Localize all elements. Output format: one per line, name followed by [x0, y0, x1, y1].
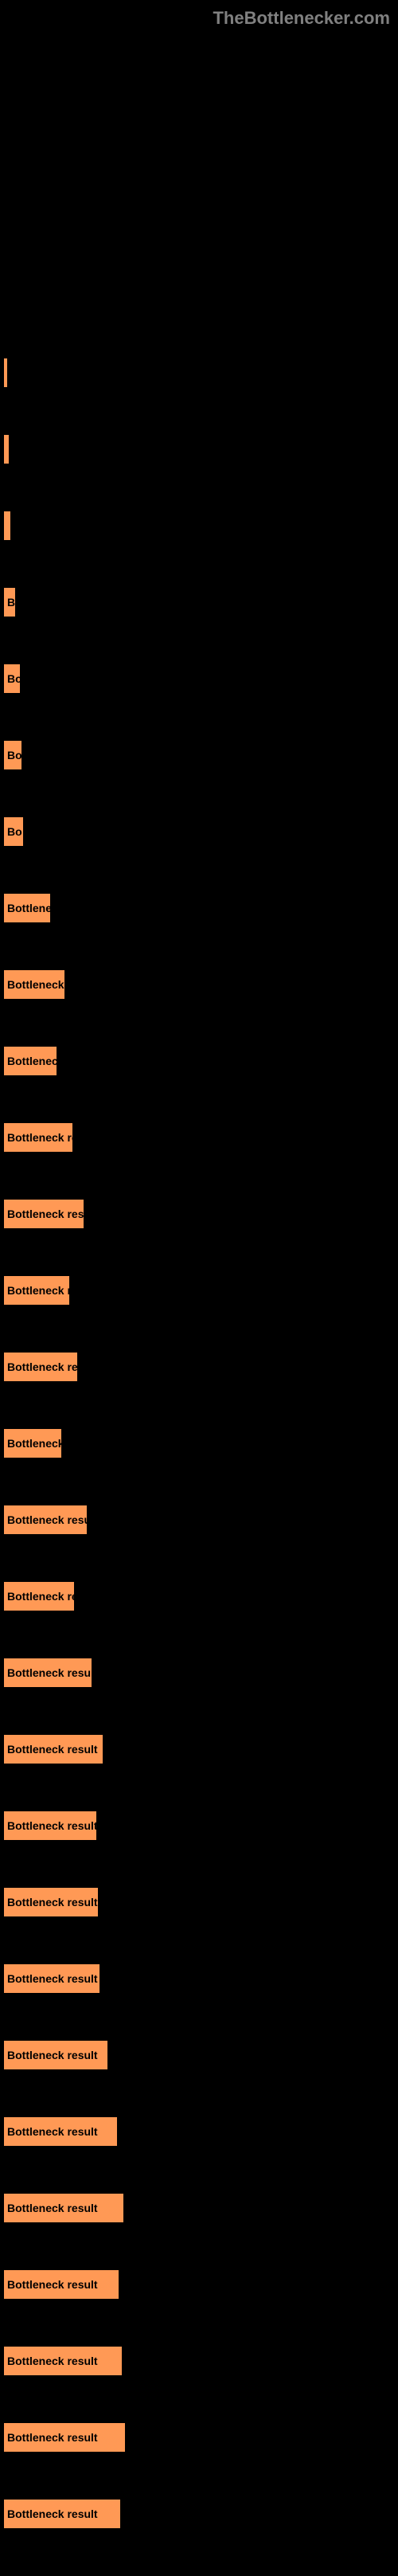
bar: Bottleneck result	[4, 1505, 87, 1534]
bar-row: Bottleneck result	[4, 1505, 398, 1534]
bar-label: Bottleneck re	[7, 1284, 69, 1297]
bar-label: Bottleneck	[7, 1437, 61, 1450]
bar: Bo	[4, 817, 23, 846]
bar-row: Bottleneck result	[4, 1735, 398, 1764]
bar: Bo	[4, 664, 20, 693]
bar: Bottleneck resu	[4, 1353, 77, 1381]
bar-row: Bottleneck result	[4, 2270, 398, 2299]
bar: Bottleneck result	[4, 1888, 98, 1916]
bar: Bottlenec	[4, 1047, 57, 1075]
bar-label: Bottleneck result	[7, 1666, 92, 1679]
bar-row: Bo	[4, 664, 398, 693]
bar-row: Bottleneck result	[4, 1888, 398, 1916]
bar: Bottleneck result	[4, 1658, 92, 1687]
watermark-text: TheBottlenecker.com	[213, 8, 390, 29]
bar-row: Bottleneck result	[4, 2423, 398, 2452]
bar: Bottlene	[4, 894, 50, 922]
bar-label: Bottlene	[7, 902, 50, 914]
bar-label: Bottleneck result	[7, 1896, 98, 1909]
bar	[4, 358, 7, 387]
bar: Bottleneck result	[4, 1735, 103, 1764]
bar-row: Bottleneck r	[4, 970, 398, 999]
bar-row: Bottleneck resu	[4, 1353, 398, 1381]
bar: Bo	[4, 741, 21, 769]
bar: Bottleneck res	[4, 1123, 72, 1152]
bar-row: Bo	[4, 741, 398, 769]
bar-row: Bottleneck result	[4, 1200, 398, 1228]
bar-row: Bottleneck res	[4, 1123, 398, 1152]
bar: Bottleneck res	[4, 1582, 74, 1611]
bar: Bottleneck r	[4, 970, 64, 999]
bar-label: Bottleneck result	[7, 2202, 98, 2214]
bar-row: Bottleneck re	[4, 1276, 398, 1305]
bar-label: Bo	[7, 825, 22, 838]
bar-row: Bottlene	[4, 894, 398, 922]
bar: Bottleneck result	[4, 2270, 119, 2299]
bar-row: Bottleneck result	[4, 2041, 398, 2069]
bar-label: Bo	[7, 749, 21, 761]
bar: Bottleneck result	[4, 2500, 120, 2528]
bar-row	[4, 511, 398, 540]
bar-label: Bottleneck result	[7, 2431, 98, 2444]
bar: Bottleneck	[4, 1429, 61, 1458]
bar-row: Bottleneck res	[4, 1582, 398, 1611]
bar-row: Bottlenec	[4, 1047, 398, 1075]
bar-row: B	[4, 588, 398, 617]
bar: Bottleneck result	[4, 2347, 122, 2375]
bar-label: Bottleneck result	[7, 2049, 98, 2061]
bar-label: Bo	[7, 672, 20, 685]
bar-label: B	[7, 596, 15, 609]
bar-label: Bottleneck result	[7, 1819, 96, 1832]
bar: B	[4, 588, 15, 617]
bar-label: Bottleneck result	[7, 1208, 84, 1220]
bar-row: Bottleneck result	[4, 2117, 398, 2146]
bar-label: Bottleneck result	[7, 2278, 98, 2291]
bar: Bottleneck result	[4, 2423, 125, 2452]
bar: Bottleneck result	[4, 2117, 117, 2146]
bar-label: Bottleneck result	[7, 1743, 98, 1756]
bar: Bottleneck result	[4, 1811, 96, 1840]
bar-row: Bottleneck result	[4, 1964, 398, 1993]
bar-row: Bottleneck	[4, 1429, 398, 1458]
bar-label: Bottleneck result	[7, 1513, 87, 1526]
bar-label: Bottlenec	[7, 1055, 57, 1067]
bar	[4, 511, 10, 540]
bar: Bottleneck result	[4, 2041, 107, 2069]
bar-row	[4, 435, 398, 464]
bar-label: Bottleneck res	[7, 1590, 74, 1603]
bar-row: Bottleneck result	[4, 2347, 398, 2375]
bar-row	[4, 358, 398, 387]
bar: Bottleneck re	[4, 1276, 69, 1305]
bar-row: Bottleneck result	[4, 1811, 398, 1840]
bar-row: Bo	[4, 817, 398, 846]
bar-label: Bottleneck r	[7, 978, 64, 991]
bar-label: Bottleneck result	[7, 1972, 98, 1985]
bar-row: Bottleneck result	[4, 2500, 398, 2528]
bar-label: Bottleneck resu	[7, 1360, 77, 1373]
bar-label: Bottleneck res	[7, 1131, 72, 1144]
bar-chart: B Bo Bo Bo Bottlene Bottleneck r Bottlenec Bott…	[0, 0, 398, 2528]
bar	[4, 435, 9, 464]
bar-label: Bottleneck result	[7, 2125, 98, 2138]
bar-label: Bottleneck result	[7, 2355, 98, 2367]
bar-label: Bottleneck result	[7, 2507, 98, 2520]
bar: Bottleneck result	[4, 2194, 123, 2222]
bar: Bottleneck result	[4, 1964, 100, 1993]
bar-row: Bottleneck result	[4, 2194, 398, 2222]
bar: Bottleneck result	[4, 1200, 84, 1228]
bar-row: Bottleneck result	[4, 1658, 398, 1687]
